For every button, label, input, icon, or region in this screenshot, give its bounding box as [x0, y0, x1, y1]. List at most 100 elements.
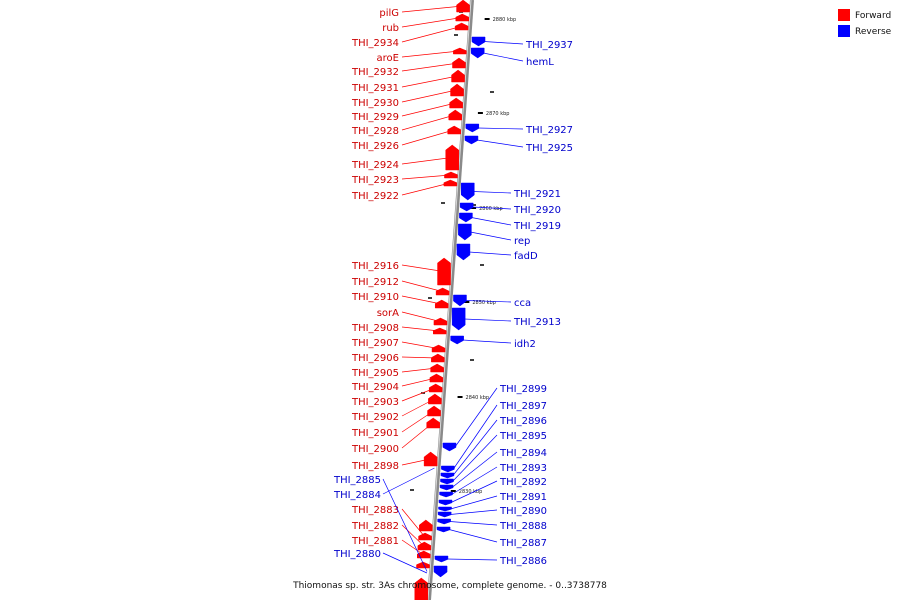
reverse-gene-connector [449, 521, 498, 526]
reverse-gene-connector [470, 231, 512, 241]
reverse-gene-label: idh2 [514, 339, 536, 350]
reverse-gene-connector [452, 419, 498, 476]
forward-gene-label: THI_2930 [351, 98, 399, 109]
reverse-gene-connector [382, 552, 428, 574]
axis-tick-label: 2840 kbp [466, 395, 490, 401]
reverse-gene-label: THI_2886 [499, 556, 547, 567]
reverse-gene-feature [456, 243, 471, 261]
forward-gene-feature [417, 541, 432, 551]
reverse-gene-label: THI_2921 [513, 189, 561, 200]
reverse-gene-label: THI_2891 [499, 492, 547, 503]
reverse-gene-connector [476, 139, 524, 148]
reverse-gene-connector [472, 206, 512, 210]
legend-forward-label: Forward [855, 11, 891, 21]
forward-gene-connector [401, 5, 463, 13]
reverse-gene-label: THI_2919 [513, 221, 561, 232]
reverse-gene-connector [451, 451, 498, 488]
reverse-gene-connector [451, 466, 498, 495]
forward-gene-feature [419, 519, 433, 532]
reverse-gene-label: THI_2894 [499, 448, 547, 459]
reverse-gene-label: THI_2897 [499, 401, 547, 412]
reverse-gene-feature [437, 511, 452, 518]
reverse-gene-feature [439, 484, 454, 491]
reverse-gene-connector [382, 467, 435, 495]
axis-tick-label: 2850 kbp [472, 300, 496, 306]
forward-gene-label: THI_2922 [351, 191, 399, 202]
forward-gene-connector [401, 50, 460, 58]
forward-gene-connector [401, 387, 436, 402]
forward-gene-feature [431, 344, 446, 353]
reverse-gene-feature [471, 36, 486, 47]
reverse-gene-label: THI_2887 [499, 538, 547, 549]
reverse-gene-label: THI_2895 [499, 431, 547, 442]
forward-gene-connector [401, 157, 452, 165]
forward-gene-connector [401, 129, 454, 146]
reverse-gene-label: THI_2896 [499, 416, 547, 427]
forward-gene-connector [401, 410, 434, 433]
forward-gene-label: THI_2932 [351, 67, 399, 78]
forward-gene-label: THI_2934 [351, 38, 399, 49]
reverse-gene-feature [437, 518, 451, 525]
forward-gene-label: sorA [377, 308, 399, 319]
reverse-gene-feature [442, 442, 457, 452]
forward-gene-feature [434, 299, 449, 309]
forward-gene-feature [433, 327, 447, 335]
reverse-gene-label: THI_2892 [499, 477, 547, 488]
forward-gene-feature [430, 363, 444, 373]
reverse-gene-label: THI_2884 [333, 490, 381, 501]
reverse-gene-feature [451, 307, 466, 331]
reverse-gene-label: fadD [514, 251, 538, 262]
reverse-gene-feature [440, 472, 455, 479]
reverse-gene-feature [440, 478, 454, 485]
axis-tick-label: 2880 kbp [493, 17, 517, 23]
legend-reverse-label: Reverse [855, 27, 892, 37]
legend-forward-swatch [838, 9, 850, 21]
reverse-gene-connector [450, 480, 498, 503]
forward-gene-connector [401, 75, 458, 88]
forward-gene-connector [401, 377, 436, 387]
forward-gene-label: THI_2904 [351, 382, 399, 393]
forward-gene-label: THI_2883 [351, 505, 399, 516]
reverse-gene-connector [453, 404, 498, 470]
reverse-gene-connector [468, 251, 512, 256]
reverse-gene-feature [458, 223, 472, 241]
forward-gene-label: THI_2905 [351, 368, 399, 379]
chromosome-axis-highlight [427, 0, 472, 600]
forward-gene-label: THI_2910 [351, 292, 399, 303]
forward-gene-label: THI_2923 [351, 175, 399, 186]
reverse-gene-feature [453, 294, 467, 307]
reverse-gene-feature [434, 555, 449, 563]
forward-gene-feature [428, 383, 443, 393]
forward-gene-connector [401, 311, 441, 322]
legend-reverse-swatch [838, 25, 850, 37]
reverse-gene-feature [459, 202, 474, 212]
forward-gene-feature [427, 405, 441, 417]
forward-gene-feature [435, 287, 450, 296]
forward-gene-label: rub [382, 23, 399, 34]
forward-gene-label: THI_2908 [351, 323, 399, 334]
forward-gene-connector [401, 398, 435, 417]
reverse-gene-label: cca [514, 298, 531, 309]
reverse-gene-label: THI_2890 [499, 506, 547, 517]
reverse-gene-label: THI_2927 [525, 125, 573, 136]
forward-gene-label: THI_2898 [351, 461, 399, 472]
forward-gene-label: THI_2906 [351, 353, 399, 364]
forward-gene-connector [401, 182, 450, 196]
forward-gene-connector [401, 508, 425, 537]
reverse-gene-feature [436, 526, 451, 533]
reverse-gene-feature [459, 212, 473, 223]
forward-gene-label: THI_2912 [351, 277, 399, 288]
forward-gene-feature [449, 97, 463, 109]
reverse-gene-connector [464, 318, 512, 322]
forward-gene-feature [448, 109, 463, 121]
reverse-gene-feature [438, 499, 453, 506]
forward-gene-feature [452, 57, 466, 69]
forward-gene-connector [401, 102, 456, 117]
reverse-gene-connector [454, 387, 498, 448]
reverse-gene-connector [473, 191, 512, 194]
reverse-gene-connector [452, 434, 498, 482]
forward-gene-feature [423, 451, 438, 467]
reverse-gene-feature [465, 123, 480, 133]
reverse-gene-label: THI_2899 [499, 384, 547, 395]
